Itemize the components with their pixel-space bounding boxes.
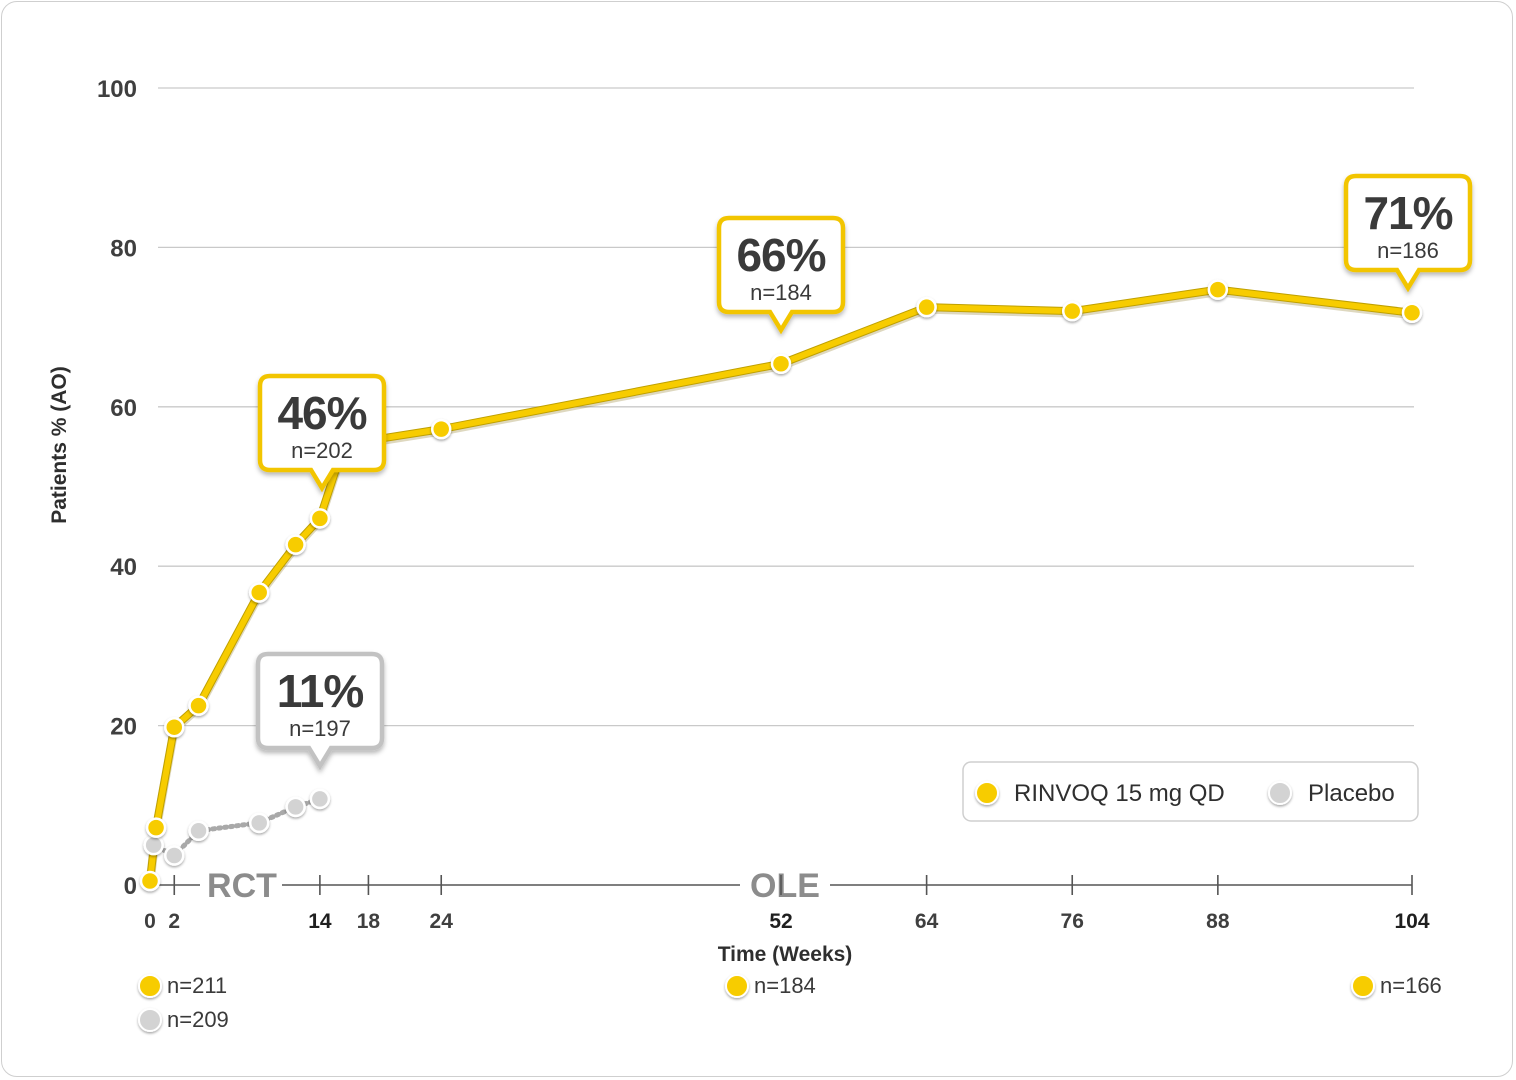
callout-n: n=184 xyxy=(750,280,812,305)
legend-label: RINVOQ 15 mg QD xyxy=(1014,780,1225,807)
callout-percent: 46% xyxy=(277,387,366,439)
x-tick-label: 14 xyxy=(308,910,332,933)
data-point-rinvoq xyxy=(248,582,270,603)
data-point-rinvoq xyxy=(1401,302,1423,324)
callout-bubble xyxy=(716,215,846,335)
data-point-rinvoq xyxy=(770,353,792,375)
y-tick-label: 0 xyxy=(124,873,137,900)
n-count-marker xyxy=(138,1008,162,1032)
data-point-rinvoq xyxy=(188,695,209,716)
callout-percent: 11% xyxy=(277,665,364,717)
data-point-rinvoq xyxy=(1207,279,1229,300)
y-tick-label: 20 xyxy=(110,714,137,741)
data-point-placebo xyxy=(143,834,164,856)
callout-n: n=186 xyxy=(1377,238,1439,263)
callouts: 46%n=202 66%n=184 71%n=186 11%n=197 xyxy=(255,173,1473,771)
callout-bubble xyxy=(257,373,387,493)
x-tick-label: 64 xyxy=(915,910,939,933)
legend-box xyxy=(962,761,1419,822)
data-point-placebo xyxy=(164,845,185,866)
data-point-rinvoq xyxy=(164,716,185,738)
callout-percent: 66% xyxy=(736,229,825,281)
y-tick-label: 100 xyxy=(97,76,137,103)
data-point-placebo xyxy=(248,812,270,834)
x-tick-label: 0 xyxy=(144,910,156,933)
n-count-label: n=166 xyxy=(1380,973,1442,998)
callout-percent: 71% xyxy=(1363,187,1452,239)
x-tick-label: 76 xyxy=(1061,910,1084,933)
n-counts: n=211 n=209 n=184 n=166 xyxy=(138,973,1442,1032)
n-count-marker xyxy=(725,974,749,998)
x-axis: RCT OLE 0 2 14 18 24 52 64 76 88 104 Time (Weeks) xyxy=(144,867,1430,966)
callout-placebo: 11%n=197 xyxy=(255,651,385,771)
x-tick-label: 24 xyxy=(430,910,454,933)
period-label-ole: OLE xyxy=(750,867,820,905)
callout-rinvoq: 66%n=184 xyxy=(716,215,846,335)
x-tick-label: 104 xyxy=(1394,910,1429,933)
callout-bubble xyxy=(255,651,385,771)
data-point-placebo xyxy=(188,820,209,842)
y-tick-label: 60 xyxy=(110,395,137,422)
data-point-rinvoq xyxy=(285,534,306,555)
data-point-placebo xyxy=(309,788,331,810)
data-point-placebo xyxy=(285,796,306,818)
x-tick-label: 52 xyxy=(769,910,792,933)
data-point-rinvoq xyxy=(309,508,331,529)
n-count-marker xyxy=(1351,974,1375,998)
y-tick-label: 40 xyxy=(110,554,137,581)
x-tick-label: 88 xyxy=(1206,910,1230,933)
x-tick-label: 2 xyxy=(168,910,180,933)
callout-rinvoq: 71%n=186 xyxy=(1343,173,1473,293)
data-point-rinvoq xyxy=(916,296,937,318)
y-axis-title: Patients % (AO) xyxy=(48,366,71,524)
callout-n: n=197 xyxy=(289,716,351,741)
y-tick-label: 80 xyxy=(110,235,137,262)
gridlines: 0 20 40 60 80 100 xyxy=(97,76,1414,900)
x-tick-label: 18 xyxy=(357,910,381,933)
data-point-rinvoq xyxy=(139,870,161,892)
legend-swatch xyxy=(1268,781,1292,805)
callout-bubble xyxy=(1343,173,1473,293)
data-point-rinvoq xyxy=(145,817,167,838)
data-point-rinvoq xyxy=(1061,300,1083,322)
legend-swatch xyxy=(975,781,999,805)
data-point-rinvoq xyxy=(430,418,452,440)
x-axis-title: Time (Weeks) xyxy=(718,943,853,966)
callout-rinvoq: 46%n=202 xyxy=(257,373,387,493)
callout-n: n=202 xyxy=(291,438,353,463)
n-count-label: n=211 xyxy=(167,973,227,998)
n-count-label: n=209 xyxy=(167,1007,229,1032)
n-count-label: n=184 xyxy=(754,973,816,998)
n-count-marker xyxy=(138,974,162,998)
period-label-rct: RCT xyxy=(207,867,277,905)
legend: RINVOQ 15 mg QD Placebo xyxy=(962,761,1419,822)
legend-label: Placebo xyxy=(1308,780,1395,807)
